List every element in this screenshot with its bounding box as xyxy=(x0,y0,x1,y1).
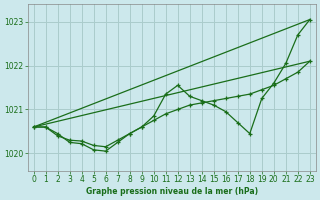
X-axis label: Graphe pression niveau de la mer (hPa): Graphe pression niveau de la mer (hPa) xyxy=(86,187,258,196)
